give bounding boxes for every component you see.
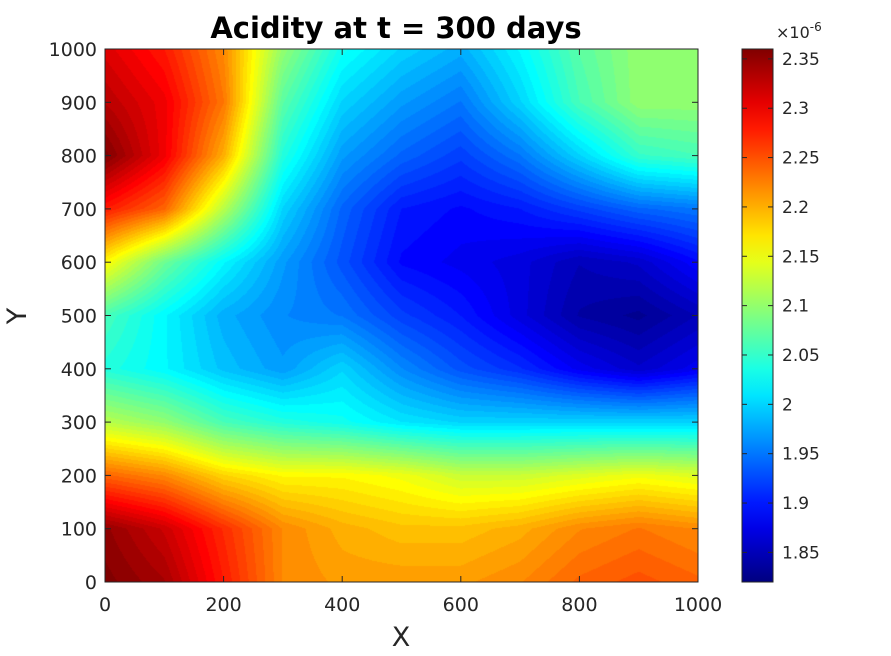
x-tick-label: 1000 (674, 594, 722, 616)
y-axis-ticks: 0 100 200 300 400 500 600 700 800 900 1000 (49, 39, 698, 594)
y-tick-label: 1000 (49, 39, 97, 61)
y-tick-label: 900 (61, 92, 97, 114)
y-tick-label: 500 (61, 306, 97, 328)
colorbar-exponent-label: ×10-6 (776, 20, 822, 42)
x-tick-label: 200 (205, 594, 241, 616)
heatmap-image (105, 49, 698, 582)
x-tick-label: 600 (443, 594, 479, 616)
colorbar-tick-label: 2 (782, 395, 793, 415)
y-tick-label: 0 (85, 572, 97, 594)
colorbar-tick-label: 2.2 (782, 198, 809, 218)
x-axis-title: X (392, 622, 411, 653)
colorbar (741, 48, 774, 583)
colorbar-tick-label: 2.35 (782, 50, 820, 70)
y-tick-label: 700 (61, 199, 97, 221)
colorbar-tick-label: 2.25 (782, 149, 820, 169)
y-tick-label: 100 (61, 519, 97, 541)
x-tick-label: 0 (99, 594, 111, 616)
y-tick-label: 600 (61, 252, 97, 274)
colorbar-tick-label: 2.3 (782, 99, 809, 119)
colorbar-tick-label: 2.05 (782, 346, 820, 366)
x-axis-ticks: 0 200 400 600 800 1000 (99, 49, 722, 616)
y-tick-label: 800 (61, 146, 97, 168)
chart-title: Acidity at t = 300 days (210, 11, 581, 45)
colorbar-tick-label: 2.15 (782, 247, 820, 267)
colorbar-tick-label: 1.9 (782, 494, 809, 514)
colorbar-tick-label: 1.95 (782, 445, 820, 465)
colorbar-ticks: 1.85 1.9 1.95 2 2.05 2.1 2.15 2.2 2.25 2.3 2.35 (742, 50, 820, 563)
colorbar-exponent-base: ×10 (776, 23, 810, 42)
y-tick-label: 300 (61, 412, 97, 434)
x-tick-label: 400 (324, 594, 360, 616)
colorbar-tick-label: 2.1 (782, 297, 809, 317)
y-tick-label: 400 (61, 359, 97, 381)
x-tick-label: 800 (561, 594, 597, 616)
y-axis-title: Y (2, 307, 33, 325)
colorbar-tick-label: 1.85 (782, 543, 820, 563)
y-tick-label: 200 (61, 465, 97, 487)
colorbar-exponent: -6 (810, 20, 822, 34)
